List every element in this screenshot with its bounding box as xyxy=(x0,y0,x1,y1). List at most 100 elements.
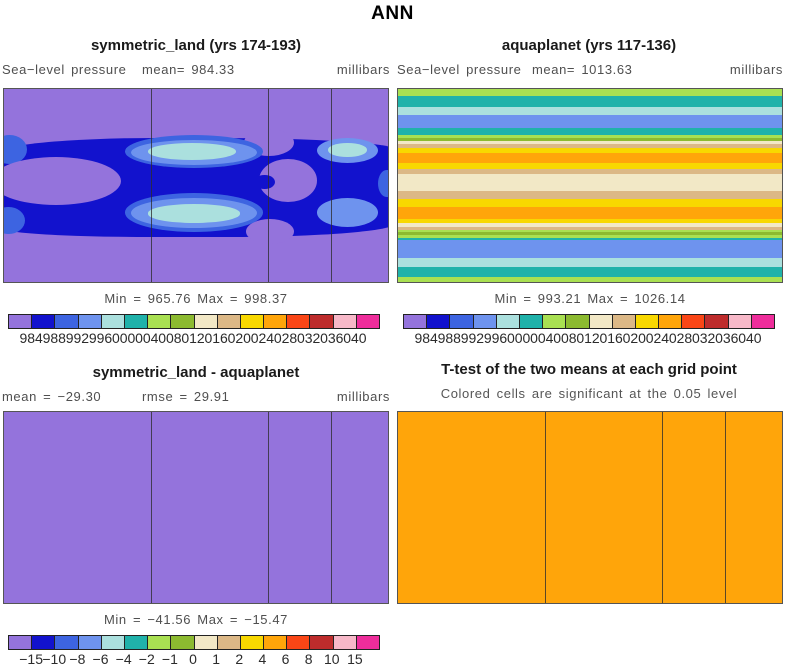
colorbar-cell-gold xyxy=(240,315,265,328)
contour-band-teal xyxy=(398,267,782,278)
colorbar-tick-label: 036 xyxy=(320,330,344,346)
contour-band-orange xyxy=(398,206,782,219)
stripe-stack xyxy=(398,89,782,282)
colorbar-tick-label: −1 xyxy=(161,651,178,664)
colorbar-tick-label: 028 xyxy=(668,330,693,346)
grid-cell-boundary xyxy=(330,89,333,282)
colorbar-cell-gold xyxy=(240,636,265,649)
mean-value: mean = −29.30 xyxy=(2,389,102,404)
colorbar-cell-purple xyxy=(9,636,33,649)
colorbar-tick-label: 984 xyxy=(19,330,43,346)
colorbar-tick-label: 0 xyxy=(189,651,197,664)
contour-band-gold xyxy=(398,199,782,207)
colorbar-cell-royalblue xyxy=(55,315,79,328)
colorbar-tick-label: 996 xyxy=(483,330,508,346)
colorbar-cell-orange xyxy=(264,315,288,328)
colorbar-cell-lime xyxy=(148,315,172,328)
minmax-top-left: Min = 965.76 Max = 998.37 xyxy=(104,291,288,306)
contour-band-teal xyxy=(398,96,782,107)
page-title: ANN xyxy=(371,3,414,24)
contour-region-royalblue xyxy=(378,170,388,198)
colorbar-tick-label: 040 xyxy=(738,330,762,346)
colorbar-cell-lightpink xyxy=(728,315,752,328)
colorbar-pressure-left xyxy=(8,314,380,329)
colorbar-tick-label: 000 xyxy=(111,330,136,346)
colorbar-cell-lime xyxy=(148,636,172,649)
colorbar-tick-label: 016 xyxy=(204,330,228,346)
panel-title-aquaplanet: aquaplanet (yrs 117-136) xyxy=(501,37,677,54)
contour-region-paleturquoise xyxy=(148,143,237,161)
colorbar-difference xyxy=(8,635,380,650)
colorbar-cell-lightpink xyxy=(333,636,357,649)
contour-band-paleturquoise xyxy=(398,258,782,268)
colorbar-tick-label: 4 xyxy=(258,651,267,664)
colorbar-cell-paleturquoise xyxy=(496,315,520,328)
contour-band-lime xyxy=(398,89,782,97)
colorbar-cell-tan xyxy=(612,315,636,328)
units-label: millibars xyxy=(729,62,783,77)
colorbar-cell-olive xyxy=(171,315,195,328)
colorbar-tick-label: 004 xyxy=(530,330,554,346)
colorbar-cell-gold xyxy=(635,315,660,328)
grid-cell-boundary xyxy=(150,412,153,603)
colorbar-tick-label: 15 xyxy=(347,651,363,664)
colorbar-tick-label: −4 xyxy=(115,651,132,664)
contour-plot-symmetric-land xyxy=(3,88,389,283)
colorbar-tick-label: 004 xyxy=(135,330,159,346)
colorbar-tick-label: 000 xyxy=(506,330,531,346)
contour-plot-difference xyxy=(3,411,389,604)
colorbar-tick-label: 016 xyxy=(599,330,623,346)
colorbar-cell-cornflower xyxy=(78,636,102,649)
colorbar-cell-purple xyxy=(404,315,428,328)
colorbar-tick-label: 040 xyxy=(343,330,367,346)
colorbar-cell-orange xyxy=(264,636,288,649)
rmse-value: rmse = 29.91 xyxy=(142,389,230,404)
contour-region-royalblue xyxy=(4,135,28,165)
contour-band-cornflower xyxy=(398,115,782,128)
contour-band-lime xyxy=(398,229,782,233)
minmax-top-right: Min = 993.21 Max = 1026.14 xyxy=(494,291,686,306)
contour-band-paleturquoise xyxy=(398,106,782,116)
colorbar-cell-teal xyxy=(124,636,149,649)
panel-title-ttest: T-test of the two means at each grid poi… xyxy=(441,361,737,378)
contour-band-cream xyxy=(398,140,782,145)
colorbar-cell-mediumblue xyxy=(427,315,451,328)
contour-band-tan xyxy=(398,191,782,200)
contour-band-cream xyxy=(398,223,782,228)
contour-band-teal xyxy=(398,238,782,241)
contour-band-lime xyxy=(398,277,782,282)
contour-band-cream xyxy=(398,174,782,192)
contour-band-olive xyxy=(398,137,782,141)
mean-value: mean= 1013.63 xyxy=(532,62,633,77)
colorbar-tick-label: −6 xyxy=(92,651,109,664)
colorbar-cell-deeppink xyxy=(356,636,379,649)
contour-region-paleturquoise xyxy=(328,143,367,157)
colorbar-tick-label: 036 xyxy=(715,330,739,346)
contour-band-tan xyxy=(398,227,782,230)
colorbar-tick-label: 008 xyxy=(158,330,182,346)
colorbar-cell-royalblue xyxy=(55,636,79,649)
colorbar-cell-lightpink xyxy=(333,315,357,328)
colorbar-cell-royalblue xyxy=(450,315,474,328)
grid-cell-boundary xyxy=(544,412,547,603)
colorbar-tick-label: 012 xyxy=(576,330,600,346)
colorbar-cell-teal xyxy=(519,315,544,328)
colorbar-cell-mediumblue xyxy=(32,636,56,649)
colorbar-tick-label: 020 xyxy=(622,330,646,346)
colorbar-cell-orange xyxy=(659,315,683,328)
contour-band-orange xyxy=(398,153,782,164)
stats-row-top-right: Sea−level pressure mean= 1013.63 milliba… xyxy=(397,62,783,78)
minmax-bottom-left: Min = −41.56 Max = −15.47 xyxy=(104,612,288,627)
contour-band-teal xyxy=(398,127,782,136)
stats-row-bottom-left: mean = −29.30 rmse = 29.91 millibars xyxy=(2,389,390,405)
colorbar-cell-firebrick xyxy=(310,315,334,328)
contour-band-gold xyxy=(398,163,782,169)
stats-row-top-left: Sea−level pressure mean= 984.33 millibar… xyxy=(2,62,390,78)
colorbar-tick-label: 6 xyxy=(281,651,290,664)
grid-cell-boundary xyxy=(267,412,270,603)
colorbar-cell-cream xyxy=(194,315,218,328)
colorbar-cell-orangered xyxy=(287,315,311,328)
colorbar-pressure-right xyxy=(403,314,775,329)
colorbar-tick-label: 996 xyxy=(88,330,113,346)
colorbar-cell-deeppink xyxy=(751,315,774,328)
